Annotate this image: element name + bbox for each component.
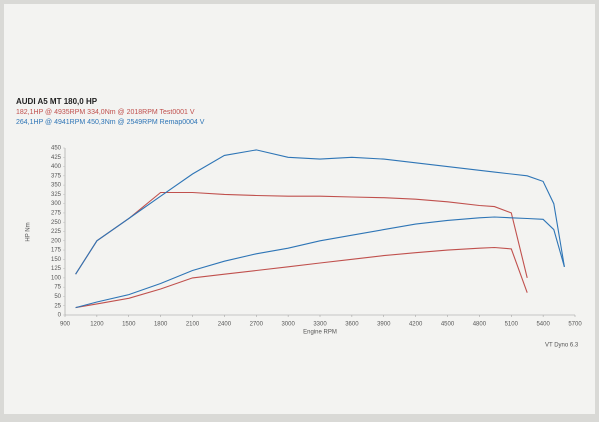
series-line (75, 191, 528, 279)
y-tick-label: 225 (51, 229, 62, 235)
paper (4, 4, 595, 414)
x-tick-label: 2100 (186, 322, 200, 328)
footer: VT Dyno 6.3 (545, 343, 579, 349)
y-tick-label: 300 (51, 201, 62, 207)
x-tick-label: 3600 (345, 322, 359, 328)
y-tick-label: 425 (51, 155, 62, 161)
legend-entry: 182,1HP @ 4935RPM 334,0Nm @ 2018RPM Test… (16, 109, 195, 116)
y-tick-label: 25 (54, 303, 61, 309)
y-tick-label: 200 (51, 238, 62, 244)
x-tick-label: 4200 (409, 322, 423, 328)
x-axis-label: Engine RPM (303, 330, 337, 336)
y-tick-label: 325 (51, 192, 62, 198)
y-tick-label: 150 (51, 257, 62, 263)
x-tick-label: 4500 (441, 322, 455, 328)
y-axis-label: HP Nm (26, 222, 32, 241)
legend-entry: 264,1HP @ 4941RPM 450,3Nm @ 2549RPM Rema… (16, 119, 205, 126)
x-tick-label: 1500 (122, 322, 136, 328)
y-tick-label: 350 (51, 183, 62, 189)
x-tick-label: 2700 (250, 322, 264, 328)
y-tick-label: 450 (51, 146, 62, 152)
x-tick-label: 1800 (154, 322, 168, 328)
x-tick-label: 3000 (281, 322, 295, 328)
x-tick-label: 3900 (377, 322, 391, 328)
x-tick-label: 1200 (90, 322, 104, 328)
y-tick-label: 50 (54, 294, 61, 300)
series-line (75, 216, 565, 309)
x-tick-label: 5400 (536, 322, 550, 328)
series-line (75, 149, 565, 275)
x-tick-label: 5700 (568, 322, 582, 328)
y-tick-label: 400 (51, 164, 62, 170)
y-tick-label: 375 (51, 173, 62, 179)
y-tick-label: 275 (51, 211, 62, 217)
chart-title: AUDI A5 MT 180,0 HP (16, 97, 98, 106)
series-line (75, 246, 528, 309)
x-tick-label: 2400 (218, 322, 232, 328)
y-tick-label: 175 (51, 248, 62, 254)
y-tick-label: 125 (51, 266, 62, 272)
y-tick-label: 75 (54, 285, 61, 291)
y-tick-label: 0 (58, 313, 62, 319)
x-tick-label: 5100 (505, 322, 519, 328)
y-tick-label: 250 (51, 220, 62, 226)
x-tick-label: 4800 (473, 322, 487, 328)
x-tick-label: 900 (60, 322, 71, 328)
y-tick-label: 100 (51, 275, 62, 281)
x-tick-label: 3300 (313, 322, 327, 328)
